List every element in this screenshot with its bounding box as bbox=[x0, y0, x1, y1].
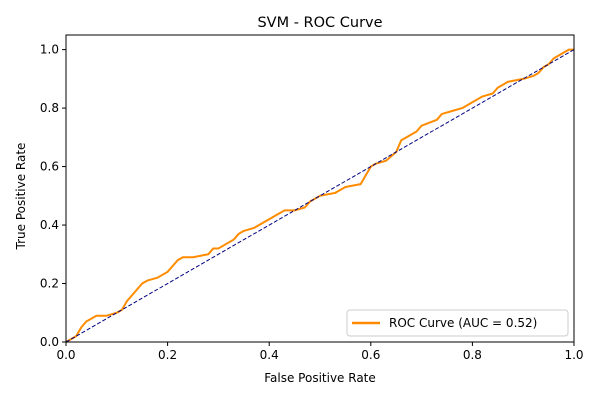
x-tick-label: 0.0 bbox=[56, 348, 75, 362]
axes-frame bbox=[65, 34, 575, 343]
legend-box bbox=[346, 309, 569, 337]
plot-area: 0.0 0.2 0.4 0.6 0.8 1.0 0.0 0.2 0.4 0.6 0.8 1.0 bbox=[40, 34, 584, 362]
chart-title: SVM - ROC Curve bbox=[257, 15, 382, 31]
y-tick-label: 0.2 bbox=[40, 277, 59, 291]
x-tick-label: 0.6 bbox=[361, 348, 380, 362]
y-tick-label: 0.8 bbox=[40, 101, 59, 115]
roc-curve-line bbox=[65, 48, 574, 343]
y-axis-label: True Positive Rate bbox=[14, 143, 28, 251]
x-tick-label: 0.2 bbox=[158, 348, 177, 362]
x-tick-label: 1.0 bbox=[564, 348, 583, 362]
y-tick-label: 0.4 bbox=[40, 218, 59, 232]
x-tick-label: 0.8 bbox=[463, 348, 482, 362]
x-tick-label: 0.4 bbox=[260, 348, 279, 362]
y-tick-label: 1.0 bbox=[40, 43, 59, 57]
legend-label: ROC Curve (AUC = 0.52) bbox=[389, 316, 537, 330]
diagonal-reference-line bbox=[65, 49, 575, 343]
x-axis-label: False Positive Rate bbox=[264, 371, 376, 385]
y-tick-label: 0.0 bbox=[40, 335, 59, 349]
y-tick-label: 0.6 bbox=[40, 160, 59, 174]
legend: ROC Curve (AUC = 0.52) bbox=[346, 309, 569, 337]
